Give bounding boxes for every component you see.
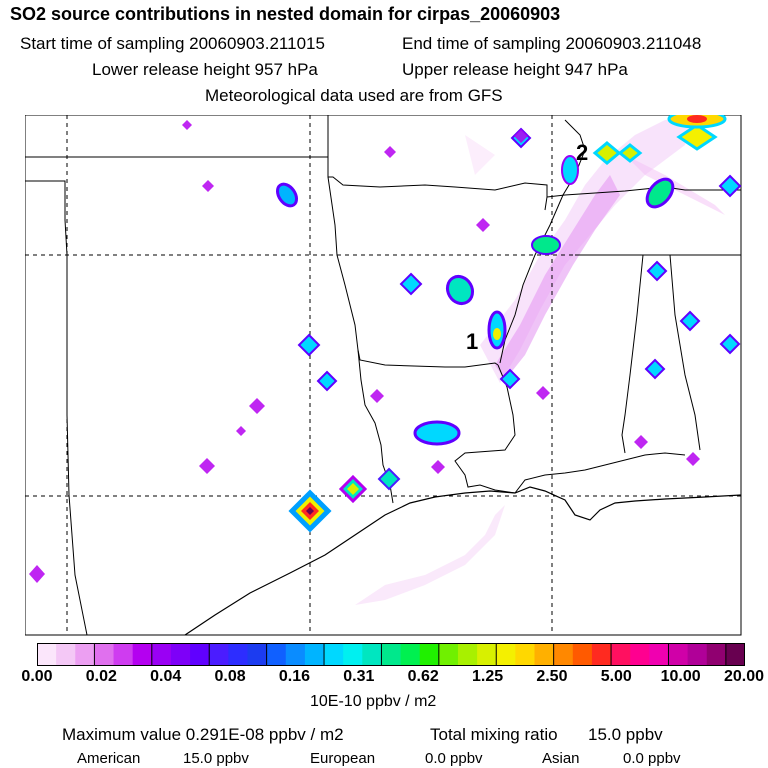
colorbar-cell bbox=[170, 643, 191, 666]
upper-release-label: Upper release height 947 hPa bbox=[402, 60, 628, 79]
colorbar-cell bbox=[94, 643, 115, 666]
start-time-label: Start time of sampling 20060903.211015 bbox=[20, 34, 325, 53]
colorbar-cell bbox=[496, 643, 516, 666]
colorbar-cell bbox=[534, 643, 555, 666]
colorbar-cell bbox=[515, 643, 536, 666]
colorbar-tick-label: 20.00 bbox=[723, 668, 764, 685]
colorbar-cell bbox=[611, 643, 631, 666]
colorbar-cell bbox=[706, 643, 727, 666]
colorbar-tick-label: 0.00 bbox=[21, 668, 53, 685]
lower-release-label: Lower release height 957 hPa bbox=[92, 60, 318, 79]
colorbar-cell bbox=[725, 643, 745, 666]
asian-label: Asian bbox=[542, 750, 580, 767]
colorbar-cell bbox=[668, 643, 689, 666]
met-data-label: Meteorological data used are from GFS bbox=[205, 86, 503, 105]
colorbar-cell bbox=[190, 643, 210, 666]
max-hotspot bbox=[288, 489, 332, 533]
colorbar-cell bbox=[209, 643, 229, 666]
colorbar-cell bbox=[37, 643, 57, 666]
colorbar-cell bbox=[457, 643, 478, 666]
colorbar-cell bbox=[324, 643, 344, 666]
colorbar-tick-label: 0.62 bbox=[407, 668, 439, 685]
american-value: 15.0 ppbv bbox=[183, 750, 249, 767]
colorbar-tick-label: 1.25 bbox=[471, 668, 504, 685]
colorbar-cell bbox=[75, 643, 96, 666]
colorbar-cell bbox=[381, 643, 402, 666]
colorbar-tick-label: 0.02 bbox=[85, 668, 117, 685]
colorbar-tick-label: 0.16 bbox=[278, 668, 311, 685]
colorbar-cell bbox=[304, 643, 325, 666]
colorbar-cell bbox=[572, 643, 593, 666]
asian-value: 0.0 ppbv bbox=[623, 750, 681, 767]
total-mixing-label: Total mixing ratio bbox=[430, 725, 558, 744]
map-frame bbox=[25, 115, 742, 636]
colorbar-tick-label: 2.50 bbox=[536, 668, 568, 685]
colorbar-tick-label: 5.00 bbox=[600, 668, 632, 685]
colorbar-cell bbox=[400, 643, 421, 666]
colorbar-tick-label: 0.31 bbox=[343, 668, 375, 685]
colorbar-cell bbox=[630, 643, 650, 666]
colorbar-cell bbox=[266, 643, 287, 666]
colorbar-cell bbox=[113, 643, 134, 666]
colorbar-tick-label: 0.04 bbox=[150, 668, 182, 685]
marker-1: 1 bbox=[466, 329, 478, 354]
colorbar-cell bbox=[477, 643, 497, 666]
colorbar-cell bbox=[151, 643, 172, 666]
european-label: European bbox=[310, 750, 376, 767]
max-value-label: Maximum value 0.291E-08 ppbv / m2 bbox=[62, 725, 344, 744]
colorbar-cell bbox=[419, 643, 440, 666]
colorbar-cell bbox=[649, 643, 670, 666]
colorbar-cell bbox=[132, 643, 153, 666]
colorbar-unit: 10E-10 ppbv / m2 bbox=[310, 693, 437, 710]
marker-2: 2 bbox=[576, 140, 588, 165]
colorbar-cells bbox=[37, 643, 745, 666]
colorbar bbox=[37, 643, 745, 666]
colorbar-cell bbox=[343, 643, 363, 666]
colorbar-cell bbox=[285, 643, 306, 666]
colorbar-cell bbox=[247, 643, 268, 666]
european-value: 0.0 ppbv bbox=[425, 750, 483, 767]
graticule bbox=[25, 115, 741, 635]
colorbar-cell bbox=[591, 643, 612, 666]
total-mixing-value: 15.0 ppbv bbox=[588, 725, 663, 744]
colorbar-cell bbox=[362, 643, 383, 666]
colorbar-tick-label: 0.08 bbox=[214, 668, 246, 685]
end-time-label: End time of sampling 20060903.211048 bbox=[402, 34, 702, 53]
colorbar-cell bbox=[438, 643, 459, 666]
colorbar-cell bbox=[687, 643, 708, 666]
map-panel: 1 2 bbox=[25, 115, 742, 636]
colorbar-cell bbox=[553, 643, 574, 666]
coastline bbox=[184, 486, 742, 636]
map-title: SO2 source contributions in nested domai… bbox=[10, 4, 561, 24]
colorbar-cell bbox=[228, 643, 249, 666]
american-label: American bbox=[77, 750, 141, 767]
plume-haze bbox=[355, 117, 725, 605]
colorbar-tick-label: 10.00 bbox=[660, 668, 701, 685]
colorbar-cell bbox=[56, 643, 76, 666]
plume-hotspots bbox=[29, 115, 742, 583]
